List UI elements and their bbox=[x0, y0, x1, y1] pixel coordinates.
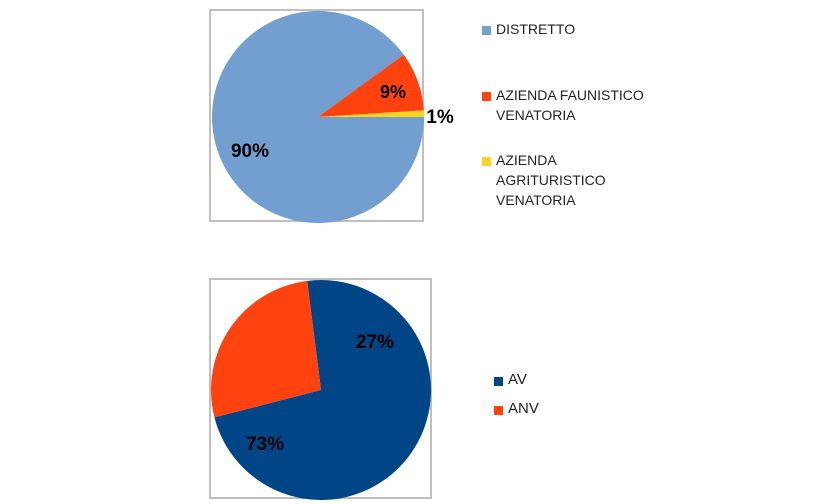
legend-label-anv: ANV bbox=[508, 400, 539, 417]
pie-slice-azienda-agrituristico-venatoria bbox=[318, 110, 424, 117]
slice-label-distretto: 90% bbox=[231, 141, 269, 162]
legend-item-av: AV bbox=[494, 371, 527, 390]
pie-slice-av bbox=[214, 280, 431, 500]
legend-label-line: AZIENDA bbox=[496, 152, 557, 168]
pie-chart-area-1: 90% 9% 1% bbox=[209, 9, 454, 223]
legend-label-line: VENATORIA bbox=[496, 107, 576, 123]
legend-label-line: AZIENDA FAUNISTICO bbox=[496, 87, 644, 103]
legend-label-line: VENATORIA bbox=[496, 192, 576, 208]
legend-swatch-anv bbox=[494, 406, 503, 415]
slice-label-azienda-faunistico-venatoria: 9% bbox=[380, 82, 406, 102]
legend-item-distretto: DISTRETTO bbox=[482, 21, 576, 39]
legend-swatch-azienda-agrituristico-venatoria bbox=[482, 157, 491, 166]
pie-chart-2: 73% 27% bbox=[211, 280, 431, 500]
legend-swatch-av bbox=[494, 377, 503, 386]
slice-label-av: 73% bbox=[246, 434, 284, 455]
legend-item-azienda-agrituristico-venatoria: AZIENDA AGRITURISTICO VENATORIA bbox=[482, 152, 606, 210]
pie-slice-azienda-faunistico-venatoria bbox=[318, 54, 424, 117]
pie-slice-anv bbox=[211, 280, 321, 418]
slice-label-azienda-agrituristico-venatoria: 1% bbox=[426, 107, 454, 128]
legend-label-line: AGRITURISTICO bbox=[496, 172, 606, 188]
legend-label-av: AV bbox=[508, 371, 527, 388]
legend-item-azienda-faunistico-venatoria: AZIENDA FAUNISTICO VENATORIA bbox=[482, 87, 644, 125]
legend-label-distretto: DISTRETTO bbox=[496, 21, 576, 37]
legend-swatch-distretto bbox=[482, 26, 491, 35]
legend-swatch-azienda-faunistico-venatoria bbox=[482, 92, 491, 101]
pie-chart-1: 90% 9% 1% bbox=[212, 11, 454, 223]
legend-item-anv: ANV bbox=[494, 400, 539, 419]
slice-label-anv: 27% bbox=[356, 332, 394, 353]
pie-chart-area-2: 73% 27% bbox=[209, 278, 432, 500]
